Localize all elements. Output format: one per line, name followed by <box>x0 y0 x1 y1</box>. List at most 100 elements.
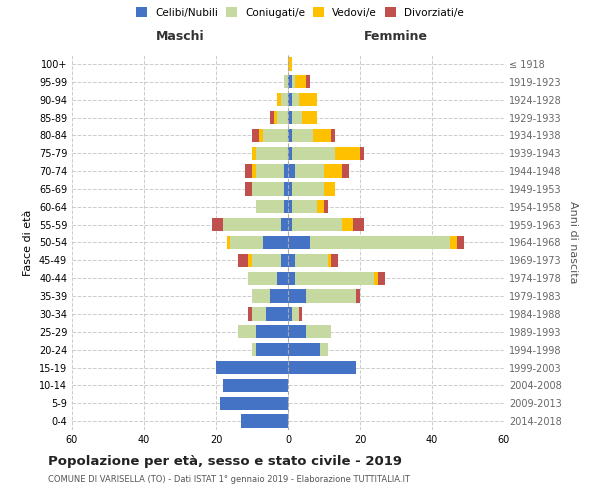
Bar <box>281 254 288 267</box>
Bar <box>288 307 292 320</box>
Bar <box>284 200 288 213</box>
Bar <box>450 236 457 249</box>
Bar <box>353 218 364 232</box>
Bar <box>288 75 292 88</box>
Bar <box>299 93 317 106</box>
Bar <box>356 290 360 303</box>
Bar <box>270 290 288 303</box>
Bar <box>292 182 324 196</box>
Bar <box>288 146 292 160</box>
Bar <box>277 111 288 124</box>
Bar <box>324 182 335 196</box>
Bar <box>212 218 223 232</box>
Bar <box>252 146 256 160</box>
Bar <box>292 128 313 142</box>
Bar <box>288 325 306 338</box>
Bar <box>281 93 288 106</box>
Bar <box>223 218 281 232</box>
Bar <box>313 128 331 142</box>
Bar <box>238 325 256 338</box>
Bar <box>292 146 335 160</box>
Bar <box>295 75 306 88</box>
Bar <box>328 254 331 267</box>
Bar <box>281 218 288 232</box>
Bar <box>378 272 385 285</box>
Bar <box>259 128 263 142</box>
Bar <box>227 236 230 249</box>
Bar <box>288 164 295 178</box>
Bar <box>266 307 288 320</box>
Text: Femmine: Femmine <box>364 30 428 43</box>
Bar <box>324 200 328 213</box>
Bar <box>252 128 259 142</box>
Bar <box>256 200 284 213</box>
Bar <box>335 146 360 160</box>
Y-axis label: Anni di nascita: Anni di nascita <box>568 201 578 284</box>
Text: Maschi: Maschi <box>155 30 205 43</box>
Legend: Celibi/Nubili, Coniugati/e, Vedovi/e, Divorziati/e: Celibi/Nubili, Coniugati/e, Vedovi/e, Di… <box>134 5 466 20</box>
Bar <box>288 254 295 267</box>
Bar <box>292 218 342 232</box>
Bar <box>256 325 288 338</box>
Text: Popolazione per età, sesso e stato civile - 2019: Popolazione per età, sesso e stato civil… <box>48 455 402 468</box>
Bar <box>295 164 324 178</box>
Bar <box>263 236 288 249</box>
Bar <box>252 164 256 178</box>
Bar <box>288 128 292 142</box>
Bar <box>288 218 292 232</box>
Bar <box>292 200 317 213</box>
Bar <box>277 272 288 285</box>
Bar <box>288 57 292 70</box>
Bar <box>284 182 288 196</box>
Bar <box>331 254 338 267</box>
Bar <box>277 93 281 106</box>
Bar <box>288 200 292 213</box>
Bar <box>252 290 270 303</box>
Bar <box>306 325 331 338</box>
Bar <box>238 254 248 267</box>
Bar <box>252 343 256 356</box>
Bar <box>292 75 295 88</box>
Bar <box>284 164 288 178</box>
Bar <box>252 307 266 320</box>
Bar <box>252 254 281 267</box>
Bar <box>288 111 292 124</box>
Bar <box>457 236 464 249</box>
Text: COMUNE DI VARISELLA (TO) - Dati ISTAT 1° gennaio 2019 - Elaborazione TUTTITALIA.: COMUNE DI VARISELLA (TO) - Dati ISTAT 1°… <box>48 475 410 484</box>
Bar <box>274 111 277 124</box>
Bar <box>223 378 288 392</box>
Bar <box>320 343 328 356</box>
Bar <box>306 290 356 303</box>
Bar <box>256 146 288 160</box>
Bar <box>288 272 295 285</box>
Bar <box>302 111 317 124</box>
Y-axis label: Fasce di età: Fasce di età <box>23 210 33 276</box>
Bar <box>263 128 288 142</box>
Bar <box>342 164 349 178</box>
Bar <box>216 361 288 374</box>
Bar <box>331 128 335 142</box>
Bar <box>292 111 302 124</box>
Bar <box>256 343 288 356</box>
Bar <box>324 164 342 178</box>
Bar <box>310 236 450 249</box>
Bar <box>292 307 299 320</box>
Bar <box>299 307 302 320</box>
Bar <box>256 164 284 178</box>
Bar <box>288 343 320 356</box>
Bar <box>288 290 306 303</box>
Bar <box>248 307 252 320</box>
Bar <box>295 272 374 285</box>
Bar <box>360 146 364 160</box>
Bar <box>317 200 324 213</box>
Bar <box>252 182 284 196</box>
Bar <box>292 93 299 106</box>
Bar <box>270 111 274 124</box>
Bar <box>288 361 356 374</box>
Bar <box>288 93 292 106</box>
Bar <box>245 164 252 178</box>
Bar <box>288 236 310 249</box>
Bar <box>284 75 288 88</box>
Bar <box>248 254 252 267</box>
Bar <box>288 182 292 196</box>
